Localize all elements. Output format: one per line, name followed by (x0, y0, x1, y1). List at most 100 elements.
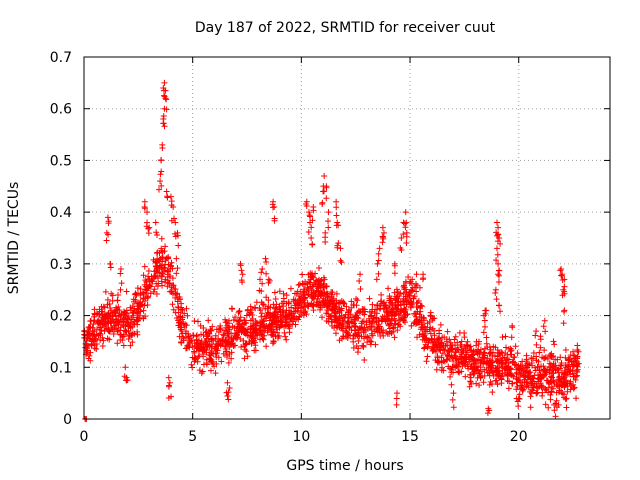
data-point (431, 315, 438, 322)
data-point (409, 301, 416, 308)
data-point (238, 329, 245, 336)
data-point (530, 355, 537, 362)
data-point (343, 303, 350, 310)
data-point (142, 313, 149, 320)
data-point (177, 326, 184, 333)
data-point (207, 367, 214, 374)
data-point (303, 202, 310, 209)
data-point (285, 300, 292, 307)
data-point (145, 284, 152, 291)
data-point (158, 235, 165, 242)
data-point (370, 323, 377, 330)
data-point (477, 372, 484, 379)
data-point (427, 330, 434, 337)
data-point (573, 395, 580, 402)
data-point (562, 364, 569, 371)
data-point (555, 377, 562, 384)
data-point (552, 400, 559, 407)
data-point (329, 303, 336, 310)
data-point (91, 342, 98, 349)
data-point (107, 260, 114, 267)
data-point (494, 251, 501, 258)
data-point (165, 374, 172, 381)
data-point (193, 333, 200, 340)
data-point (117, 324, 124, 331)
data-point (263, 270, 270, 277)
data-point (473, 380, 480, 387)
data-point (115, 292, 122, 299)
data-point (160, 120, 167, 127)
data-point (132, 291, 139, 298)
data-point (168, 217, 175, 224)
data-point (286, 329, 293, 336)
data-point (83, 349, 90, 356)
data-point (466, 356, 473, 363)
data-point (296, 314, 303, 321)
data-point (118, 280, 125, 287)
data-point (483, 340, 490, 347)
data-point (125, 323, 132, 330)
data-point (402, 319, 409, 326)
data-point (189, 343, 196, 350)
data-point (380, 327, 387, 334)
data-point (347, 314, 354, 321)
data-point (112, 313, 119, 320)
data-point (123, 377, 130, 384)
data-point (111, 308, 118, 315)
data-point (437, 321, 444, 328)
data-point (368, 327, 375, 334)
data-point (494, 357, 501, 364)
data-point (510, 359, 517, 366)
data-point (88, 338, 95, 345)
data-point (410, 295, 417, 302)
data-point (144, 209, 151, 216)
data-point (279, 300, 286, 307)
data-point (513, 379, 520, 386)
data-point (323, 195, 330, 202)
data-point (415, 297, 422, 304)
data-point (323, 283, 330, 290)
data-point (513, 370, 520, 377)
data-point (414, 282, 421, 289)
data-point (541, 317, 548, 324)
data-point (450, 358, 457, 365)
data-point (336, 337, 343, 344)
data-point (460, 358, 467, 365)
data-point (131, 305, 138, 312)
data-point (228, 340, 235, 347)
data-point (271, 203, 278, 210)
data-point (485, 361, 492, 368)
data-point (570, 370, 577, 377)
data-point (514, 350, 521, 357)
data-point (348, 319, 355, 326)
data-point (241, 355, 248, 362)
data-point (558, 272, 565, 279)
data-point (106, 328, 113, 335)
data-point (195, 347, 202, 354)
data-point (175, 317, 182, 324)
data-point (198, 346, 205, 353)
data-point (380, 332, 387, 339)
data-point (352, 323, 359, 330)
data-point (420, 315, 427, 322)
data-point (229, 323, 236, 330)
data-point (274, 329, 281, 336)
data-point (322, 239, 329, 246)
data-point (448, 381, 455, 388)
data-point (333, 222, 340, 229)
data-point (345, 309, 352, 316)
data-point (403, 233, 410, 240)
data-point (333, 198, 340, 205)
data-point (254, 332, 261, 339)
data-point (477, 357, 484, 364)
data-point (468, 366, 475, 373)
data-point (309, 241, 316, 248)
data-point (373, 319, 380, 326)
data-point (513, 386, 520, 393)
data-point (367, 338, 374, 345)
data-point (323, 283, 330, 290)
data-point (564, 388, 571, 395)
data-point (268, 332, 275, 339)
data-point (517, 371, 524, 378)
data-point (168, 198, 175, 205)
